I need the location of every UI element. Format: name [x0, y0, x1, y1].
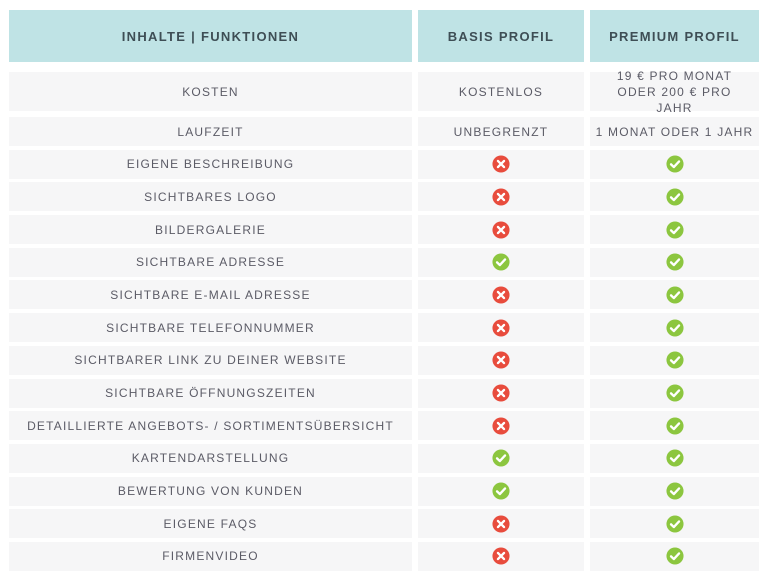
check-icon [665, 155, 684, 173]
table-row: BILDERGALERIE [0, 215, 768, 245]
check-icon [665, 515, 684, 533]
table-row: EIGENE BESCHREIBUNG [0, 149, 768, 179]
header-premium-profil: PREMIUM PROFIL [590, 10, 759, 62]
check-icon [665, 319, 684, 337]
table-row: LAUFZEIT UNBEGRENZT 1 MONAT ODER 1 JAHR [0, 117, 768, 146]
feature-label: BEWERTUNG VON KUNDEN [9, 476, 412, 506]
cross-icon [492, 384, 510, 402]
table-row: DETAILLIERTE ANGEBOTS- / SORTIMENTSÜBERS… [0, 411, 768, 441]
cross-icon [492, 417, 510, 435]
feature-label: BILDERGALERIE [9, 215, 412, 245]
premium-availability [590, 509, 759, 539]
table-header: INHALTE | FUNKTIONEN BASIS PROFIL PREMIU… [0, 10, 768, 62]
cross-icon [492, 547, 510, 565]
premium-availability [590, 411, 759, 441]
premium-availability [590, 476, 759, 506]
cross-icon [492, 155, 510, 173]
check-icon [492, 482, 510, 500]
basis-value: KOSTENLOS [418, 72, 584, 111]
feature-label: KOSTEN [9, 72, 412, 111]
check-icon [665, 351, 684, 369]
table-row: SICHTBARE E-MAIL ADRESSE [0, 280, 768, 310]
premium-value: 1 MONAT ODER 1 JAHR [590, 117, 759, 146]
header-features: INHALTE | FUNKTIONEN [9, 10, 412, 62]
check-icon [492, 449, 510, 467]
table-row: SICHTBARE TELEFONNUMMER [0, 313, 768, 343]
check-icon [665, 384, 684, 402]
comparison-table-body: KOSTEN KOSTENLOS 19 € PRO MONAT ODER 200… [0, 69, 768, 575]
basis-availability [418, 541, 584, 571]
check-icon [665, 449, 684, 467]
basis-availability [418, 476, 584, 506]
premium-availability [590, 313, 759, 343]
basis-availability [418, 280, 584, 310]
basis-availability [418, 247, 584, 277]
feature-label: FIRMENVIDEO [9, 541, 412, 571]
feature-label: KARTENDARSTELLUNG [9, 443, 412, 473]
feature-label: SICHTBARES LOGO [9, 182, 412, 212]
premium-availability [590, 247, 759, 277]
cross-icon [492, 319, 510, 337]
feature-label: LAUFZEIT [9, 117, 412, 146]
check-icon [665, 482, 684, 500]
check-icon [665, 188, 684, 206]
cross-icon [492, 188, 510, 206]
table-row: KARTENDARSTELLUNG [0, 443, 768, 473]
basis-availability [418, 411, 584, 441]
basis-value: UNBEGRENZT [418, 117, 584, 146]
check-icon [492, 253, 510, 271]
table-row: SICHTBARE ADRESSE [0, 247, 768, 277]
table-row: KOSTEN KOSTENLOS 19 € PRO MONAT ODER 200… [0, 69, 768, 115]
premium-availability [590, 280, 759, 310]
premium-availability [590, 182, 759, 212]
feature-label: DETAILLIERTE ANGEBOTS- / SORTIMENTSÜBERS… [9, 411, 412, 441]
feature-label: SICHTBARE ÖFFNUNGSZEITEN [9, 378, 412, 408]
premium-value: 19 € PRO MONAT ODER 200 € PRO JAHR [590, 69, 759, 115]
header-basis-profil: BASIS PROFIL [418, 10, 584, 62]
table-row: EIGENE FAQS [0, 509, 768, 539]
feature-label: SICHTBARER LINK ZU DEINER WEBSITE [9, 345, 412, 375]
check-icon [665, 547, 684, 565]
premium-availability [590, 149, 759, 179]
premium-availability [590, 215, 759, 245]
feature-label: EIGENE FAQS [9, 509, 412, 539]
premium-availability [590, 443, 759, 473]
check-icon [665, 221, 684, 239]
feature-label: EIGENE BESCHREIBUNG [9, 149, 412, 179]
check-icon [665, 253, 684, 271]
basis-availability [418, 149, 584, 179]
table-row: FIRMENVIDEO [0, 541, 768, 571]
feature-label: SICHTBARE E-MAIL ADRESSE [9, 280, 412, 310]
basis-availability [418, 313, 584, 343]
basis-availability [418, 443, 584, 473]
cross-icon [492, 221, 510, 239]
table-row: SICHTBARES LOGO [0, 182, 768, 212]
basis-availability [418, 215, 584, 245]
basis-availability [418, 182, 584, 212]
basis-availability [418, 509, 584, 539]
check-icon [665, 286, 684, 304]
table-row: SICHTBARE ÖFFNUNGSZEITEN [0, 378, 768, 408]
basis-availability [418, 378, 584, 408]
premium-availability [590, 345, 759, 375]
feature-label: SICHTBARE TELEFONNUMMER [9, 313, 412, 343]
feature-label: SICHTBARE ADRESSE [9, 247, 412, 277]
basis-availability [418, 345, 584, 375]
cross-icon [492, 286, 510, 304]
check-icon [665, 417, 684, 435]
premium-availability [590, 378, 759, 408]
cross-icon [492, 351, 510, 369]
cross-icon [492, 515, 510, 533]
table-row: BEWERTUNG VON KUNDEN [0, 476, 768, 506]
table-row: SICHTBARER LINK ZU DEINER WEBSITE [0, 345, 768, 375]
premium-availability [590, 541, 759, 571]
